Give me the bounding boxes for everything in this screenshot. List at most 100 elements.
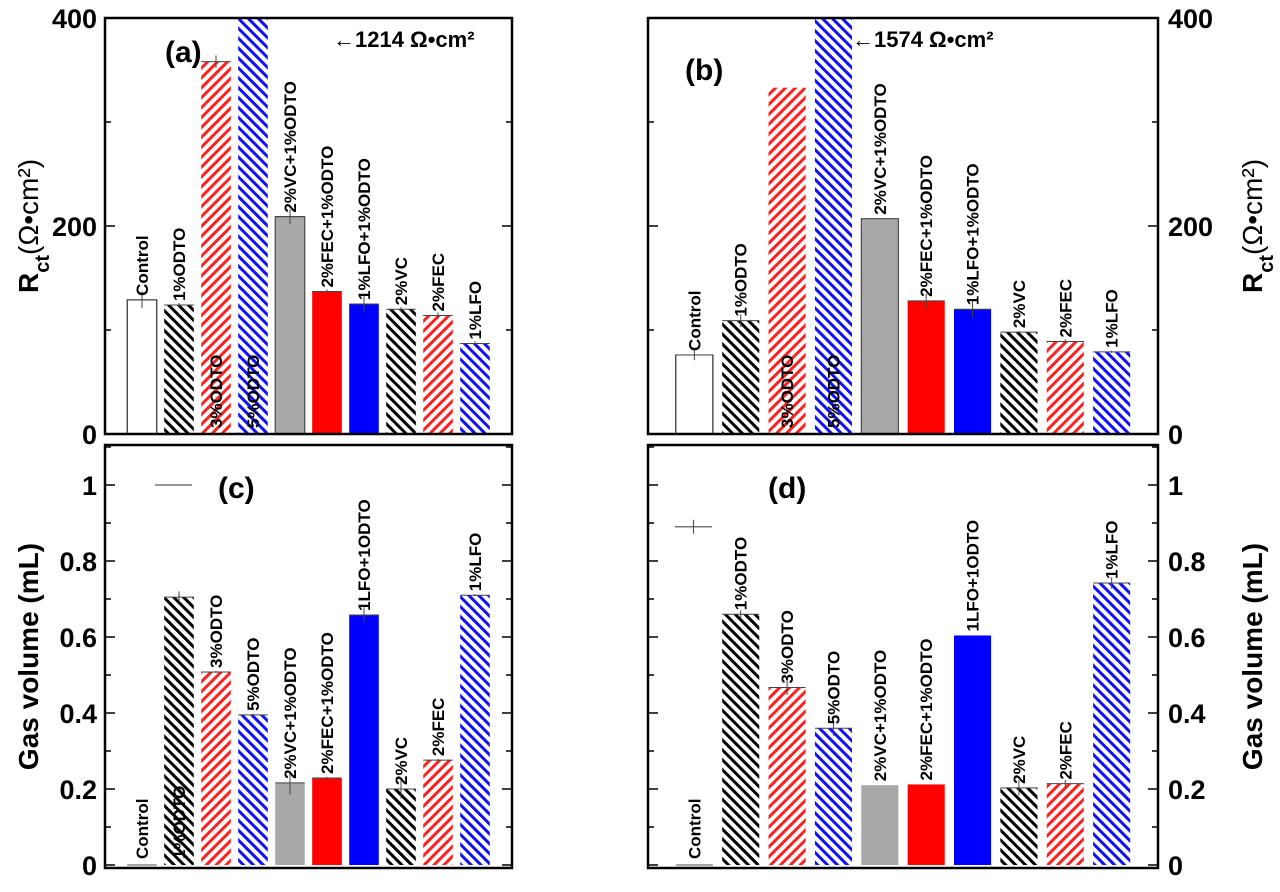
panel-label: (d) [768, 472, 806, 505]
panel-label: (c) [218, 472, 255, 505]
bar-label: 1%LFO [1103, 289, 1122, 348]
bar-label: 1%ODTO [170, 228, 189, 301]
bar [1093, 583, 1131, 865]
bar-label: 5%ODTO [244, 638, 263, 711]
bar [312, 777, 342, 865]
panel-label: (a) [165, 36, 202, 69]
bar [1093, 351, 1131, 434]
bar-label: 2%VC [392, 737, 411, 785]
bar [164, 305, 194, 434]
bar-label: 2%FEC+1%ODTO [917, 155, 936, 297]
bar-label: 2%FEC [1056, 721, 1075, 780]
bar [460, 343, 490, 434]
bar-label: 2%VC [1010, 736, 1029, 784]
bar-label: 2%FEC+1%ODTO [917, 639, 936, 781]
bar-label: 1%LFO+1%ODTO [964, 163, 983, 305]
bar-label: Control [133, 235, 152, 295]
bar-label: 2%FEC [1056, 279, 1075, 338]
bar-label: 5%ODTO [244, 355, 263, 428]
bar-label: Control [685, 799, 704, 859]
panel-c: Control 1%ODTO 3%ODTO 5%ODTO 2%VC+1%ODTO 2%FE… [13, 443, 514, 881]
bar [201, 61, 231, 435]
bar [907, 784, 945, 865]
bar [423, 760, 453, 865]
tick-label: 400 [1168, 4, 1213, 34]
bar [274, 216, 306, 435]
panel-d: Control 1%ODTO 3%ODTO 5%ODTO 2%VC+1%ODTO 2%FE… [646, 443, 1268, 881]
bar [722, 614, 760, 865]
plot-frame [646, 443, 1160, 870]
bar [954, 635, 992, 865]
bar [164, 597, 194, 865]
bar-label: 2%FEC+1%ODTO [318, 146, 337, 288]
tick-label: 1 [82, 471, 97, 501]
bar-label: 3%ODTO [207, 355, 226, 428]
panel-a: Control 1%ODTO 3%ODTO 5%ODTO 2%VC+1%ODTO 2%FE… [13, 4, 514, 450]
bar [722, 320, 760, 434]
tick-label: 200 [1168, 212, 1213, 242]
tick-label: 200 [52, 212, 97, 242]
tick-label: 0 [1168, 851, 1183, 881]
bar-label: 2%VC+1%ODTO [871, 83, 890, 214]
bar-label: 2%VC [1010, 280, 1029, 328]
bar [349, 614, 379, 865]
plot-frame [103, 443, 514, 870]
y-axis-title: Rct(Ω•cm²) [1237, 159, 1278, 293]
bar-label: 2%VC+1%ODTO [871, 650, 890, 781]
bar-label: 2%VC+1%ODTO [281, 81, 300, 212]
bar-label: 3%ODTO [207, 595, 226, 668]
bar-label: Control [133, 799, 152, 859]
bar [1000, 332, 1038, 434]
bar [1046, 341, 1084, 434]
bar [386, 789, 416, 865]
annotation: ←1574 Ω•cm² [852, 27, 994, 52]
bar-label: 3%ODTO [778, 355, 797, 428]
y-axis-title: Gas volume (mL) [1237, 543, 1268, 770]
tick-label: 0.4 [1168, 699, 1206, 729]
bar-label: 5%ODTO [824, 651, 843, 724]
bar [907, 300, 945, 434]
bar-label: 1%LFO [1103, 520, 1122, 579]
bar [349, 304, 379, 434]
bar-label: 2%VC [392, 257, 411, 305]
panel-label: (b) [685, 54, 723, 87]
bar-label: 1LFO+1ODTO [964, 520, 983, 632]
tick-label: 0.4 [59, 699, 97, 729]
bar-label: 1%ODTO [732, 243, 751, 316]
tick-label: 0 [82, 851, 97, 881]
bar-label: 1%ODTO [732, 537, 751, 610]
tick-label: 1 [1168, 471, 1183, 501]
bar [814, 18, 852, 434]
bar-label: 1%LFO [466, 281, 485, 340]
y-axis-title: Rct(Ω•cm²) [13, 159, 54, 293]
bar-label: 1LFO+1ODTO [355, 499, 374, 611]
bar [861, 785, 899, 865]
tick-label: 0.8 [1168, 547, 1206, 577]
bar [768, 87, 806, 435]
bar-label: Control [685, 291, 704, 351]
bar-label: 2%FEC [429, 253, 448, 312]
bar [423, 315, 453, 434]
bar-label: 2%VC+1%ODTO [281, 647, 300, 778]
tick-label: 0 [82, 420, 97, 450]
bar [238, 18, 268, 434]
bar [275, 782, 305, 865]
bar [201, 671, 231, 865]
bar [954, 309, 992, 434]
bar [126, 299, 158, 435]
tick-label: 0.6 [1168, 623, 1206, 653]
bar [675, 354, 714, 435]
bar [860, 218, 899, 435]
tick-label: 0.6 [59, 623, 97, 653]
y-axis-title: Gas volume (mL) [13, 543, 44, 770]
bar [1000, 787, 1038, 865]
bar-label: 1%ODTO [170, 786, 189, 859]
bar-label: 1%LFO+1%ODTO [355, 158, 374, 300]
bar [814, 728, 852, 865]
bar-label: 5%ODTO [824, 355, 843, 428]
bar [386, 309, 416, 434]
bar [238, 714, 268, 865]
tick-label: 0.8 [59, 547, 97, 577]
bar [768, 687, 806, 865]
